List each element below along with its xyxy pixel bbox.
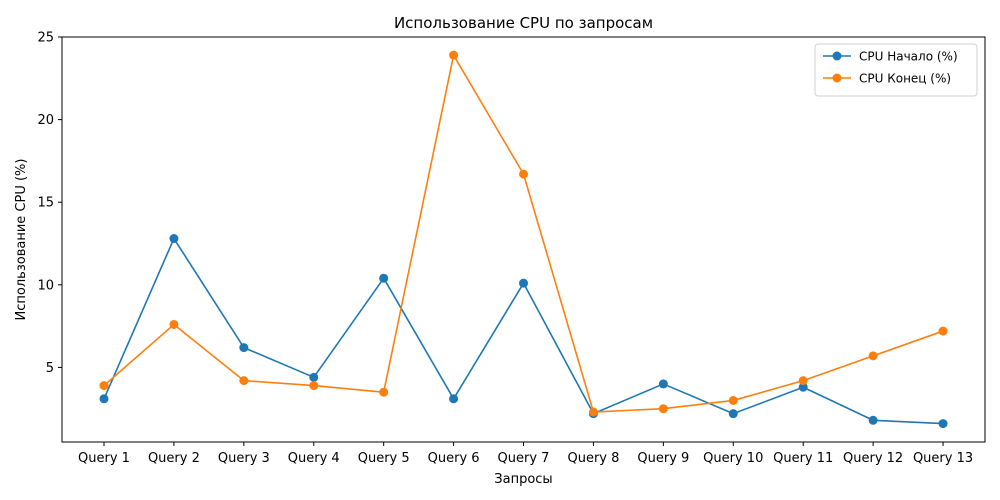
x-tick-label: Query 4 <box>288 451 340 466</box>
data-point <box>309 372 319 382</box>
legend-label: CPU Начало (%) <box>859 50 958 64</box>
legend-marker <box>832 73 842 83</box>
x-tick-label: Query 12 <box>843 451 903 466</box>
y-tick-label: 20 <box>37 113 54 128</box>
data-point <box>798 382 808 392</box>
x-tick-label: Query 13 <box>913 451 973 466</box>
data-point <box>379 273 389 283</box>
data-point <box>868 415 878 425</box>
y-tick-label: 15 <box>37 196 54 211</box>
x-tick-label: Query 6 <box>428 451 480 466</box>
data-point <box>309 381 319 391</box>
x-tick-label: Query 1 <box>78 451 130 466</box>
data-point <box>519 278 529 288</box>
data-point <box>728 409 738 419</box>
y-axis: 5 10 15 20 25 <box>37 31 62 376</box>
y-tick-label: 25 <box>37 31 54 46</box>
data-point <box>728 395 738 405</box>
x-tick-label: Query 5 <box>358 451 410 466</box>
chart-title: Использование CPU по запросам <box>394 14 653 32</box>
data-point <box>658 379 668 389</box>
x-tick-label: Query 11 <box>773 451 833 466</box>
data-point <box>449 50 459 60</box>
legend-item: CPU Начало (%) <box>823 50 958 64</box>
data-point <box>868 351 878 361</box>
data-point <box>169 234 179 244</box>
y-tick-label: 5 <box>46 361 54 376</box>
y-tick-label: 10 <box>37 278 54 293</box>
plot-frame <box>61 36 986 443</box>
legend-item: CPU Конец (%) <box>823 72 951 86</box>
legend-label: CPU Конец (%) <box>859 72 951 86</box>
data-point <box>239 343 249 353</box>
series-line <box>103 237 944 425</box>
legend-box <box>814 43 978 97</box>
series-1 <box>99 234 948 429</box>
data-point <box>99 381 109 391</box>
legend-marker <box>832 51 842 61</box>
data-point <box>379 387 389 397</box>
y-axis-label: Использование CPU (%) <box>14 159 29 321</box>
data-point <box>99 394 109 404</box>
series-line <box>103 54 944 413</box>
x-tick-label: Query 3 <box>218 451 270 466</box>
data-point <box>239 376 249 386</box>
data-point <box>169 319 179 329</box>
series-layer <box>99 50 948 429</box>
data-point <box>588 407 598 417</box>
x-tick-label: Query 2 <box>148 451 200 466</box>
data-point <box>938 419 948 429</box>
x-tick-label: Query 8 <box>567 451 619 466</box>
x-axis: Query 1 Query 2 Query 3 Query 4 Query 5 Query… <box>78 442 973 466</box>
series-2 <box>99 50 948 417</box>
x-tick-label: Query 7 <box>498 451 550 466</box>
x-axis-label: Запросы <box>494 472 552 487</box>
plot-area <box>61 36 986 443</box>
data-point <box>798 376 808 386</box>
data-point <box>658 404 668 414</box>
x-tick-label: Query 9 <box>637 451 689 466</box>
legend: CPU Начало (%) CPU Конец (%) <box>814 43 978 97</box>
data-point <box>519 169 529 179</box>
x-tick-label: Query 10 <box>703 451 763 466</box>
data-point <box>938 326 948 336</box>
data-point <box>449 394 459 404</box>
